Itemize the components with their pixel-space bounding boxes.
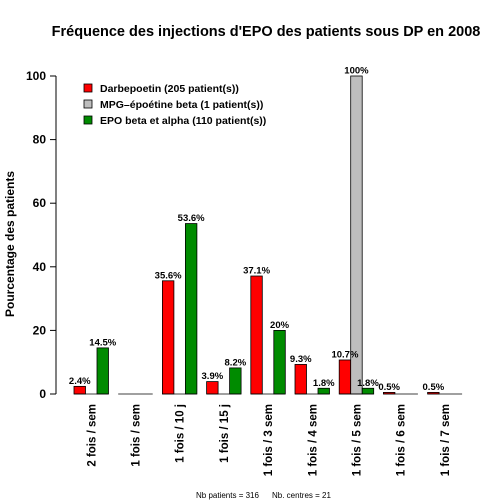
- legend-swatch: [83, 83, 93, 93]
- bar: [338, 359, 352, 395]
- bar-group: [250, 275, 286, 395]
- bar: [206, 381, 219, 395]
- x-tick-label: 2 fois / sem: [86, 404, 98, 467]
- y-tick-label: 40: [33, 260, 47, 274]
- legend-entry: Darbepoetin (205 patient(s)): [100, 83, 239, 95]
- data-label: 100%: [344, 66, 369, 77]
- bar: [184, 223, 198, 395]
- y-tick-label: 80: [33, 133, 47, 147]
- data-label: 10.7%: [331, 349, 358, 360]
- y-tick-label: 20: [33, 323, 47, 337]
- x-tick-label: 1 fois / 3 sem: [263, 404, 275, 476]
- legend-swatch: [83, 115, 93, 125]
- data-label: 53.6%: [178, 213, 205, 224]
- legend-entry: EPO beta et alpha (110 patient(s)): [100, 115, 266, 127]
- data-label: 8.2%: [225, 357, 247, 368]
- legend-entry: MPG–époétine beta (1 patient(s)): [100, 99, 263, 111]
- x-tick-label: 1 fois / sem: [130, 404, 142, 467]
- bar: [250, 275, 263, 395]
- data-label: 2.4%: [69, 376, 91, 387]
- bar: [350, 75, 363, 395]
- bar: [294, 364, 307, 395]
- y-axis-label: Pourcentage des patients: [3, 171, 17, 317]
- bar-group: [73, 347, 109, 395]
- data-label: 35.6%: [155, 270, 182, 281]
- bar: [361, 387, 375, 395]
- legend: Darbepoetin (205 patient(s)) MPG–époétine…: [83, 83, 266, 127]
- data-label: 37.1%: [243, 266, 270, 277]
- x-tick-label: 1 fois / 5 sem: [351, 404, 363, 476]
- legend-swatch: [83, 99, 93, 109]
- bars: [73, 75, 463, 395]
- footer-patients: Nb patients = 316: [196, 491, 259, 500]
- y-tick-label: 0: [39, 387, 46, 401]
- data-label: 0.5%: [423, 382, 445, 393]
- bar-group: [161, 223, 198, 395]
- bar: [229, 367, 242, 395]
- bar-group: [338, 75, 375, 395]
- y-tick-label: 60: [33, 196, 47, 210]
- data-label: 14.5%: [89, 337, 116, 348]
- x-axis-categories: 2 fois / sem 1 fois / sem 1 fois / 10 j 1 f…: [86, 404, 452, 476]
- footer-centres: Nb. centres = 21: [272, 491, 331, 500]
- y-tick-label: 100: [26, 69, 46, 83]
- data-label: 1.8%: [357, 378, 379, 389]
- data-label: 1.8%: [313, 378, 335, 389]
- bar: [161, 280, 175, 395]
- data-labels: 2.4% 14.5% 35.6% 53.6% 3.9%8.2% 37.1% 20% 9.3% 1…: [69, 66, 445, 393]
- x-tick-label: 1 fois / 7 sem: [440, 404, 452, 476]
- data-label: 20%: [270, 320, 290, 331]
- data-label: 9.3%: [290, 354, 312, 365]
- bar: [317, 387, 330, 395]
- x-tick-label: 1 fois / 4 sem: [307, 404, 319, 476]
- x-tick-label: 1 fois / 6 sem: [396, 404, 408, 476]
- chart-title: Fréquence des injections d'EPO des patie…: [52, 24, 481, 40]
- bar: [273, 329, 286, 395]
- x-tick-label: 1 fois / 10 j: [175, 404, 187, 463]
- bar: [73, 385, 86, 395]
- data-label: 0.5%: [378, 382, 400, 393]
- x-tick-label: 1 fois / 15 j: [219, 404, 231, 463]
- bar: [96, 347, 109, 395]
- data-label: 3.9%: [202, 371, 224, 382]
- y-axis: 0 20 40 60 80 100: [26, 69, 57, 401]
